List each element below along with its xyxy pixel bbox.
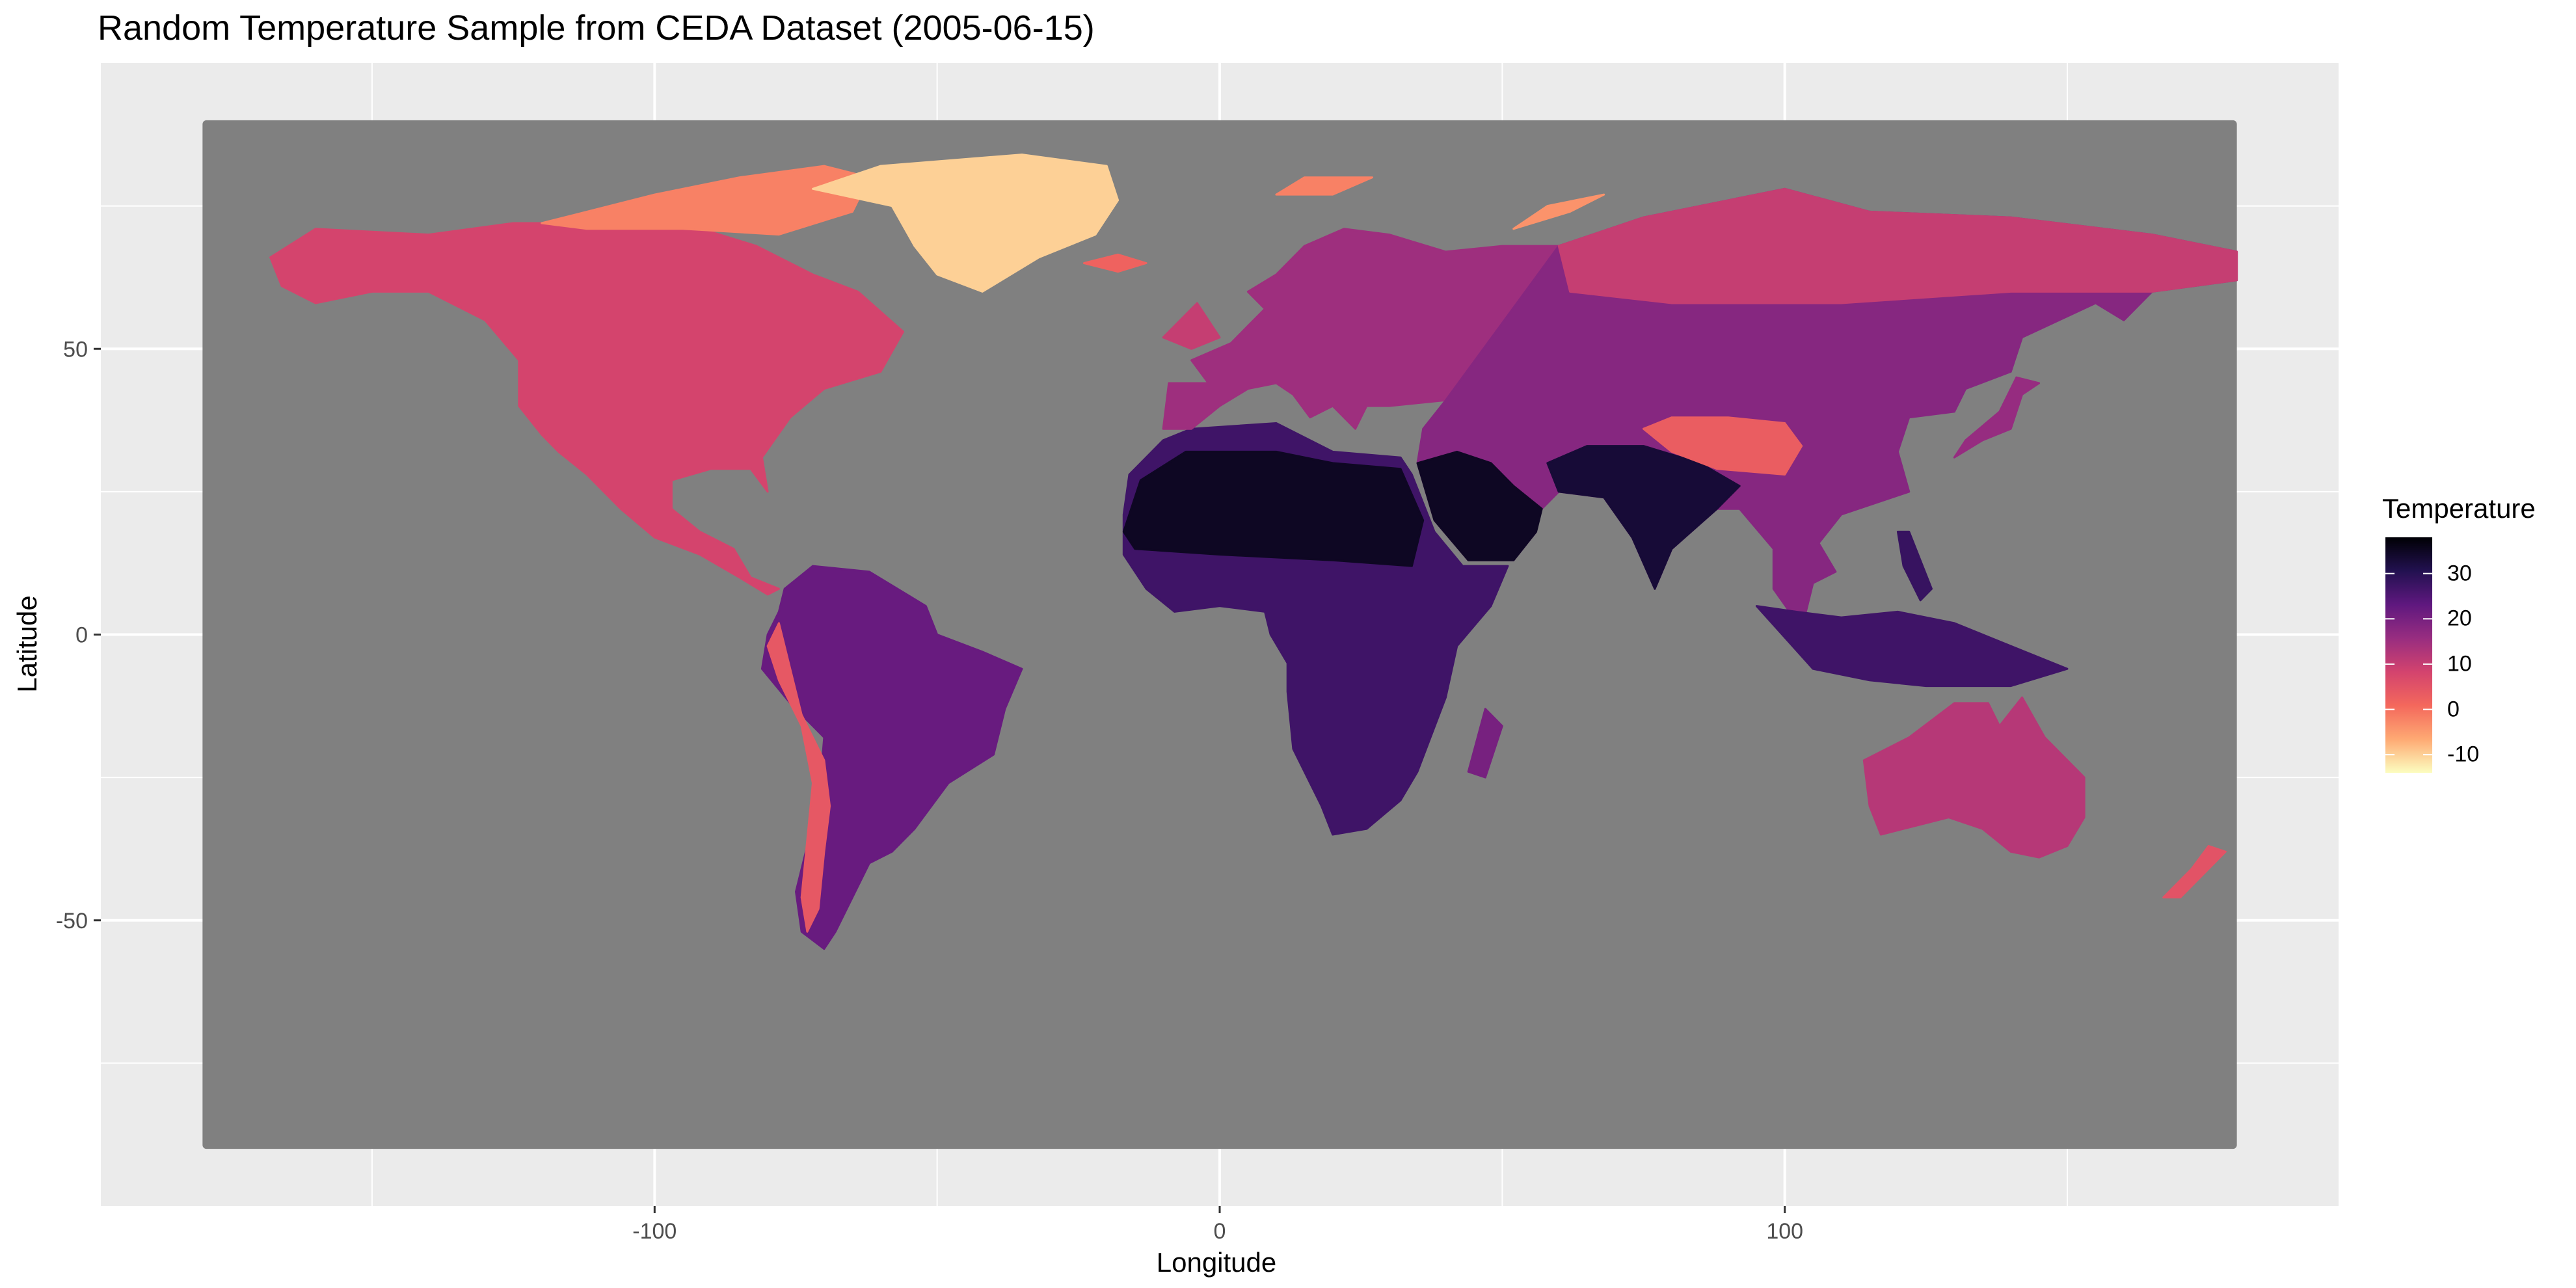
region-new-zealand (2162, 845, 2227, 899)
region-australia (1862, 696, 2086, 859)
region-tibetan-plateau (1643, 416, 1803, 476)
y-tick-label: -50 (56, 909, 88, 933)
x-axis: -100 0 100 (632, 1206, 1803, 1244)
map-layer (202, 120, 2238, 1149)
legend-tick-label: -10 (2447, 742, 2480, 767)
y-tick-label: 0 (75, 623, 88, 648)
legend-tick-label: 20 (2447, 606, 2472, 631)
legend-tick-label: 30 (2447, 561, 2472, 586)
region-andes (766, 622, 831, 933)
region-philippines (1896, 530, 1933, 602)
x-tick-label: 100 (1766, 1219, 1803, 1244)
legend-colorbar (2385, 537, 2432, 773)
region-iceland (1083, 253, 1147, 273)
legend-title: Temperature (2382, 493, 2536, 524)
map-plot (101, 63, 2339, 1206)
x-axis-label: Longitude (1156, 1247, 1277, 1278)
legend-tick-label: 0 (2447, 697, 2460, 722)
y-axis-label: Latitude (12, 595, 42, 693)
region-novaya-zemlya (1512, 193, 1605, 230)
region-north-america (269, 222, 904, 596)
legend-tick-label: 10 (2447, 651, 2472, 677)
region-indonesia (1755, 605, 2069, 688)
legend: Temperature 30 20 10 0 -10 (2382, 493, 2536, 773)
region-india-and-persian-gulf (1546, 445, 1741, 590)
region-madagascar (1467, 708, 1503, 779)
chart-title: Random Temperature Sample from CEDA Data… (98, 8, 1095, 47)
y-tick-label: 50 (63, 337, 88, 362)
region-greenland (812, 154, 1120, 293)
region-japan (1953, 376, 2041, 459)
region-arabia (1416, 450, 1543, 561)
region-siberia (1557, 187, 2238, 304)
region-svalbard (1275, 176, 1373, 196)
region-british-isles (1162, 302, 1221, 350)
x-tick-label: -100 (632, 1219, 677, 1244)
region-sahara (1122, 450, 1425, 567)
y-axis: -50 0 50 (56, 337, 101, 933)
x-tick-label: 0 (1214, 1219, 1226, 1244)
